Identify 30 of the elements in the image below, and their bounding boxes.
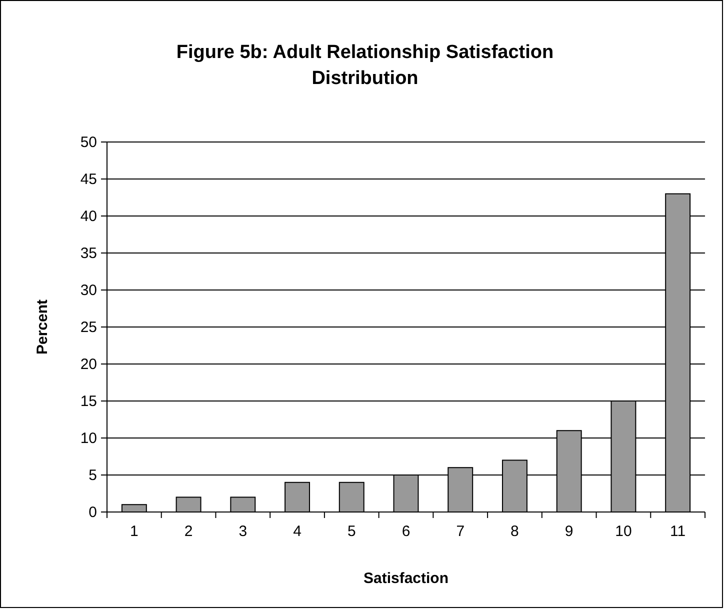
y-tick-label: 5 — [88, 467, 97, 484]
x-tick-label: 2 — [184, 523, 193, 540]
y-tick-label: 50 — [80, 134, 97, 151]
y-tick-label: 20 — [80, 356, 97, 373]
x-axis-title: Satisfaction — [363, 570, 449, 587]
x-tick-label: 10 — [615, 523, 632, 540]
x-tick-label: 8 — [510, 523, 519, 540]
bar — [230, 496, 256, 512]
y-tick-label: 15 — [80, 393, 97, 410]
x-tick-label: 11 — [670, 523, 686, 540]
x-tick-label: 3 — [238, 523, 248, 540]
x-tick-label: 7 — [456, 523, 465, 540]
y-tick-label: 35 — [80, 245, 97, 262]
y-tick-label: 25 — [80, 319, 97, 336]
x-tick-label: 4 — [293, 523, 302, 540]
x-tick-label: 9 — [564, 523, 574, 540]
bar — [176, 496, 202, 512]
chart-title: Figure 5b: Adult Relationship Satisfaction Distribution — [176, 42, 554, 89]
y-tick-label: 45 — [80, 171, 97, 188]
y-tick-label: 10 — [80, 430, 97, 447]
x-tick-label: 1 — [130, 523, 138, 540]
x-tick-label: 6 — [402, 523, 410, 540]
bar — [338, 482, 364, 512]
y-axis-title: Percent — [34, 299, 51, 355]
bar — [284, 482, 310, 512]
y-tick-label: 40 — [80, 208, 97, 225]
y-tick-label: 30 — [80, 282, 97, 299]
y-tick-label: 0 — [88, 504, 97, 521]
bar — [121, 504, 147, 512]
x-tick-label: 5 — [347, 523, 356, 540]
